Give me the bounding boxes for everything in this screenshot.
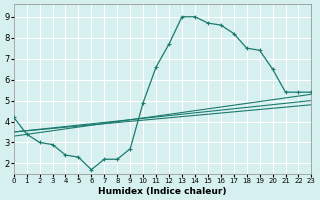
X-axis label: Humidex (Indice chaleur): Humidex (Indice chaleur)	[98, 187, 227, 196]
